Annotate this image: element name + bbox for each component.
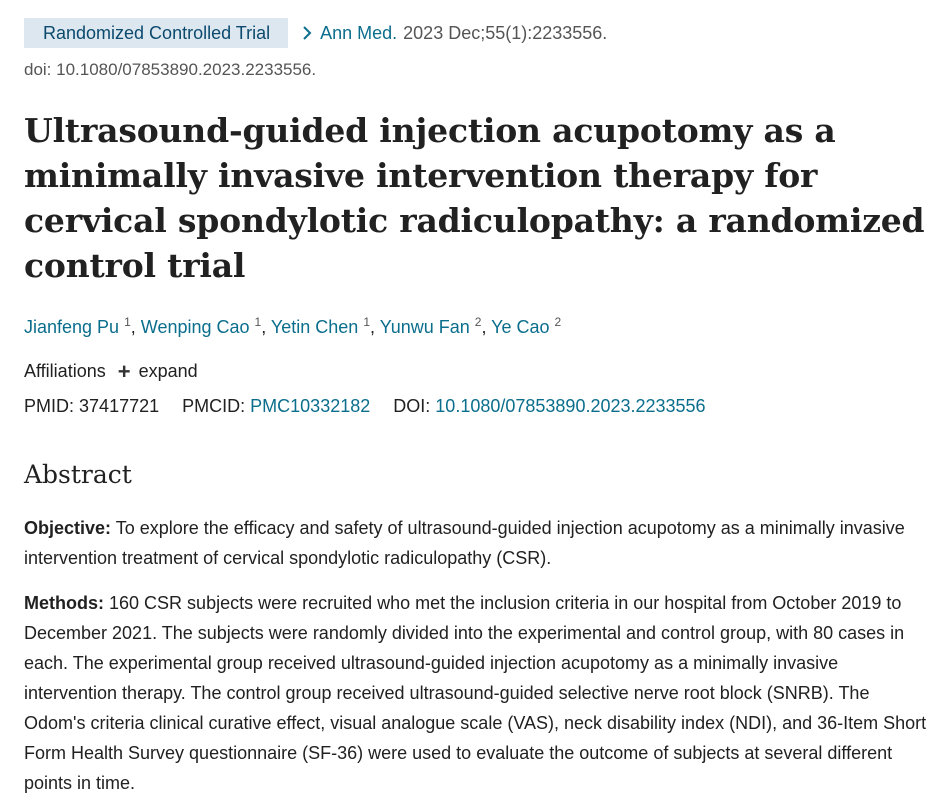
citation-text: 2023 Dec;55(1):2233556. [403,22,608,43]
author-link[interactable]: Jianfeng Pu [24,317,120,337]
doi-label: DOI: [393,396,431,416]
affiliation-ref[interactable]: 1 [124,315,131,329]
pmcid-link[interactable]: PMC10332182 [250,396,371,416]
objective-text: To explore the efficacy and safety of ul… [24,518,905,568]
pmid-label: PMID: [24,396,75,416]
article-title: Ultrasound-guided injection acupotomy as… [24,111,925,285]
citation-bar: Randomized Controlled Trial Ann Med. 202… [24,18,607,48]
abstract-heading: Abstract [24,460,132,489]
objective-label: Objective: [24,518,112,538]
author-link[interactable]: Yetin Chen [270,317,359,337]
author-separator: , [130,317,141,337]
chevron-right-icon [302,25,312,41]
affiliations-row: Affiliations + expand [24,358,198,384]
plus-icon: + [117,358,131,384]
affiliation-ref[interactable]: 2 [474,315,482,329]
author-separator: , [261,317,271,337]
publication-type-badge[interactable]: Randomized Controlled Trial [24,18,289,48]
author-separator: , [370,317,380,337]
author-link[interactable]: Wenping Cao [140,317,250,337]
expand-label: expand [138,361,198,381]
author-link[interactable]: Yunwu Fan [379,317,470,337]
methods-label: Methods: [24,593,104,613]
author-separator: , [481,317,492,337]
pmcid-label: PMCID: [182,396,246,416]
author-link[interactable]: Ye Cao [491,317,550,337]
affiliations-label: Affiliations [24,361,106,381]
doi-link[interactable]: 10.1080/07853890.2023.2233556 [435,396,706,416]
pmid-value: 37417721 [79,396,160,416]
affiliation-ref[interactable]: 1 [254,315,262,329]
objective-paragraph: Objective: To explore the efficacy and s… [24,513,929,573]
doi-text: doi: 10.1080/07853890.2023.2233556. [24,60,317,79]
journal-link[interactable]: Ann Med. [320,22,398,43]
affiliation-ref[interactable]: 1 [363,315,371,329]
identifiers-row: PMID: 37417721 PMCID: PMC10332182 DOI: 1… [24,396,706,417]
authors-list: Jianfeng Pu 1, Wenping Cao 1, Yetin Chen 1,… [24,315,561,338]
affiliation-ref[interactable]: 2 [554,315,562,329]
methods-paragraph: Methods: 160 CSR subjects were recruited… [24,588,929,798]
methods-text: 160 CSR subjects were recruited who met … [24,593,927,793]
expand-affiliations-button[interactable]: + expand [117,358,198,384]
